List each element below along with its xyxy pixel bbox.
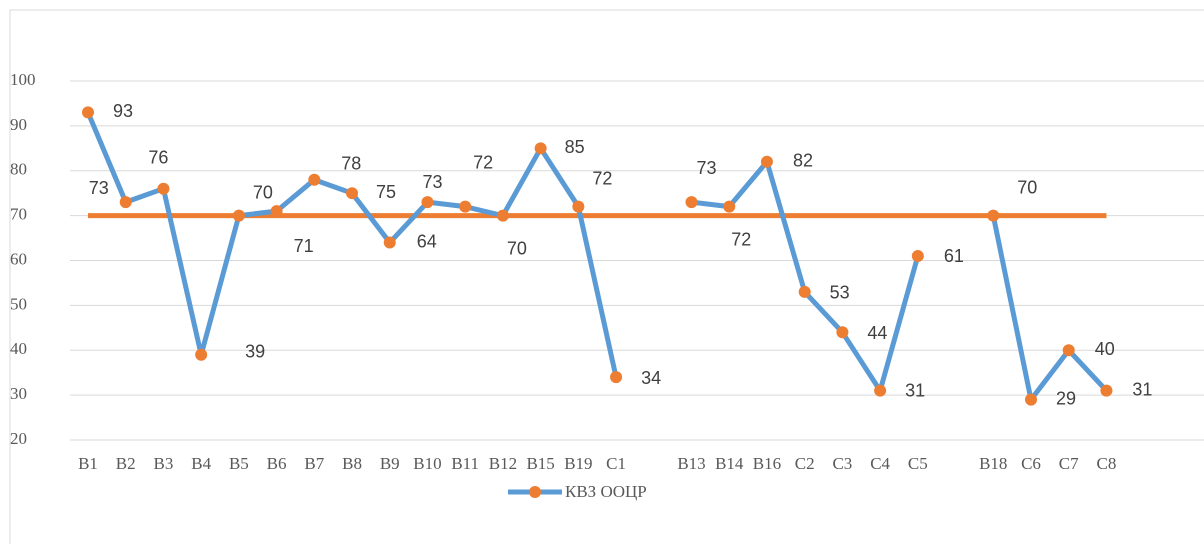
- y-tick-label: 50: [10, 294, 27, 313]
- data-point: [534, 142, 547, 155]
- data-point: [1100, 384, 1113, 397]
- x-tick-label: В5: [229, 454, 249, 473]
- x-tick-label: С6: [1021, 454, 1041, 473]
- y-tick-label: 90: [10, 115, 27, 134]
- x-tick-label: С3: [832, 454, 852, 473]
- data-point: [874, 384, 887, 397]
- y-tick-label: 30: [10, 384, 27, 403]
- data-point: [987, 209, 1000, 222]
- data-point: [798, 285, 811, 298]
- data-point: [270, 205, 283, 218]
- data-label: 71: [294, 236, 314, 256]
- data-label: 70: [507, 238, 527, 258]
- data-point: [760, 155, 773, 168]
- legend-label: КВЗ ООЦР: [565, 482, 647, 501]
- x-tick-label: С5: [908, 454, 928, 473]
- data-label: 40: [1095, 339, 1115, 359]
- data-label: 29: [1056, 388, 1076, 408]
- y-tick-label: 40: [10, 339, 27, 358]
- y-tick-label: 20: [10, 429, 27, 448]
- data-point: [723, 200, 736, 213]
- x-tick-label: В9: [380, 454, 400, 473]
- data-point: [496, 209, 509, 222]
- data-label: 82: [793, 151, 813, 171]
- data-label: 73: [422, 172, 442, 192]
- data-label: 78: [341, 153, 361, 173]
- data-point: [1062, 344, 1075, 357]
- y-tick-label: 70: [10, 205, 27, 224]
- data-label: 70: [1017, 177, 1037, 197]
- data-label: 31: [905, 380, 925, 400]
- data-label: 76: [148, 147, 168, 167]
- x-tick-label: В15: [526, 454, 554, 473]
- data-point: [911, 250, 924, 263]
- x-tick-label: С7: [1059, 454, 1079, 473]
- x-tick-label: С2: [795, 454, 815, 473]
- data-point: [836, 326, 849, 339]
- x-tick-label: В1: [78, 454, 98, 473]
- x-tick-label: В3: [154, 454, 174, 473]
- data-label: 75: [376, 182, 396, 202]
- data-label: 70: [253, 182, 273, 202]
- x-tick-label: В7: [304, 454, 324, 473]
- data-label: 85: [565, 137, 585, 157]
- x-tick-label: В4: [191, 454, 211, 473]
- x-tick-label: В14: [715, 454, 744, 473]
- data-label: 73: [89, 178, 109, 198]
- x-tick-label: В2: [116, 454, 136, 473]
- data-point: [157, 182, 170, 195]
- data-label: 93: [113, 101, 133, 121]
- data-point: [308, 173, 321, 186]
- x-tick-label: В11: [451, 454, 479, 473]
- y-tick-label: 60: [10, 249, 27, 268]
- x-tick-label: С4: [870, 454, 890, 473]
- y-tick-label: 80: [10, 160, 27, 179]
- data-point: [232, 209, 245, 222]
- data-point: [195, 348, 208, 361]
- x-tick-label: В8: [342, 454, 362, 473]
- data-label: 72: [592, 168, 612, 188]
- data-label: 64: [417, 231, 437, 251]
- legend-marker: [529, 486, 541, 498]
- data-label: 73: [697, 158, 717, 178]
- data-point: [610, 371, 623, 384]
- data-point: [1025, 393, 1037, 406]
- data-label: 53: [830, 283, 850, 303]
- y-tick-label: 100: [10, 70, 36, 89]
- chart-frame: [9, 9, 1204, 544]
- data-point: [685, 196, 698, 209]
- data-point: [119, 196, 132, 209]
- x-tick-label: В19: [564, 454, 592, 473]
- x-tick-label: С1: [606, 454, 626, 473]
- data-label: 31: [1132, 379, 1152, 399]
- data-point: [82, 106, 94, 119]
- data-label: 34: [641, 368, 661, 388]
- x-tick-label: В12: [489, 454, 517, 473]
- x-tick-label: С8: [1097, 454, 1117, 473]
- x-tick-label: В6: [267, 454, 287, 473]
- data-label: 72: [473, 152, 493, 172]
- x-tick-label: В13: [677, 454, 705, 473]
- data-label: 44: [867, 323, 887, 343]
- data-label: 61: [944, 246, 964, 266]
- data-label: 72: [731, 229, 751, 249]
- data-point: [421, 196, 434, 209]
- data-point: [383, 236, 396, 249]
- x-tick-label: В10: [413, 454, 441, 473]
- x-tick-label: В16: [753, 454, 781, 473]
- data-point: [459, 200, 472, 213]
- x-tick-label: В18: [979, 454, 1007, 473]
- data-label: 39: [245, 341, 265, 361]
- data-point: [346, 187, 359, 200]
- data-point: [572, 200, 585, 213]
